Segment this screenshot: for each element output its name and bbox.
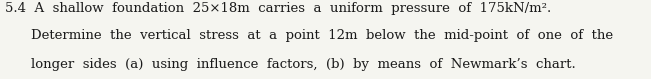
Text: 5.4  A  shallow  foundation  25×18m  carries  a  uniform  pressure  of  175kN/m²: 5.4 A shallow foundation 25×18m carries … <box>5 2 551 15</box>
Text: Determine  the  vertical  stress  at  a  point  12m  below  the  mid-point  of  : Determine the vertical stress at a point… <box>31 29 613 42</box>
Text: longer  sides  (a)  using  influence  factors,  (b)  by  means  of  Newmark’s  c: longer sides (a) using influence factors… <box>31 58 576 71</box>
